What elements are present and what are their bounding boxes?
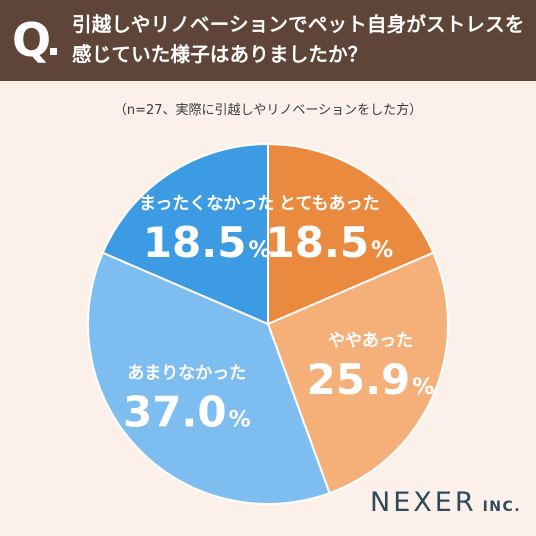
logo-suffix: INC. [482, 499, 522, 515]
nexer-logo: NEXER INC. [370, 487, 521, 518]
slice-value-4: 18.5% [143, 218, 271, 267]
slice-label-3: あまりなかった [127, 364, 246, 384]
question-header: Q 引越しやリノベーションでペット自身がストレスを 感じていた様子はありましたか… [0, 0, 536, 81]
question-mark-label: Q [12, 13, 52, 67]
pie-slice-1 [267, 142, 435, 326]
logo-wordmark: NEXER [370, 487, 477, 518]
sample-note: （n=27、実際に引越しやリノベーションをした方） [113, 103, 423, 118]
pie-slice-3 [87, 251, 331, 505]
question-title: 引越しやリノベーションでペット自身がストレスを 感じていた様子はありましたか？ [72, 10, 528, 70]
slice-label-1: とてもあった [279, 194, 380, 214]
pie-labels: とてもあった 18.5% ややあった 25.9% あまりなかった 37.0% まったくなかっ… [123, 194, 434, 437]
question-title-line-2: 感じていた様子はありましたか？ [72, 43, 368, 66]
question-mark-dot [50, 48, 57, 55]
slice-value-1: 18.5% [265, 218, 393, 267]
slice-value-3: 37.0% [123, 388, 251, 437]
question-title-line-1: 引越しやリノベーションでペット自身がストレスを [72, 13, 525, 36]
pie-slices [87, 142, 449, 505]
slice-label-4: まったくなかった [139, 194, 274, 214]
slice-value-2: 25.9% [307, 355, 435, 404]
slice-label-2: ややあった [328, 331, 413, 351]
pie-slice-4 [101, 142, 269, 326]
pie-slice-2 [266, 251, 449, 495]
